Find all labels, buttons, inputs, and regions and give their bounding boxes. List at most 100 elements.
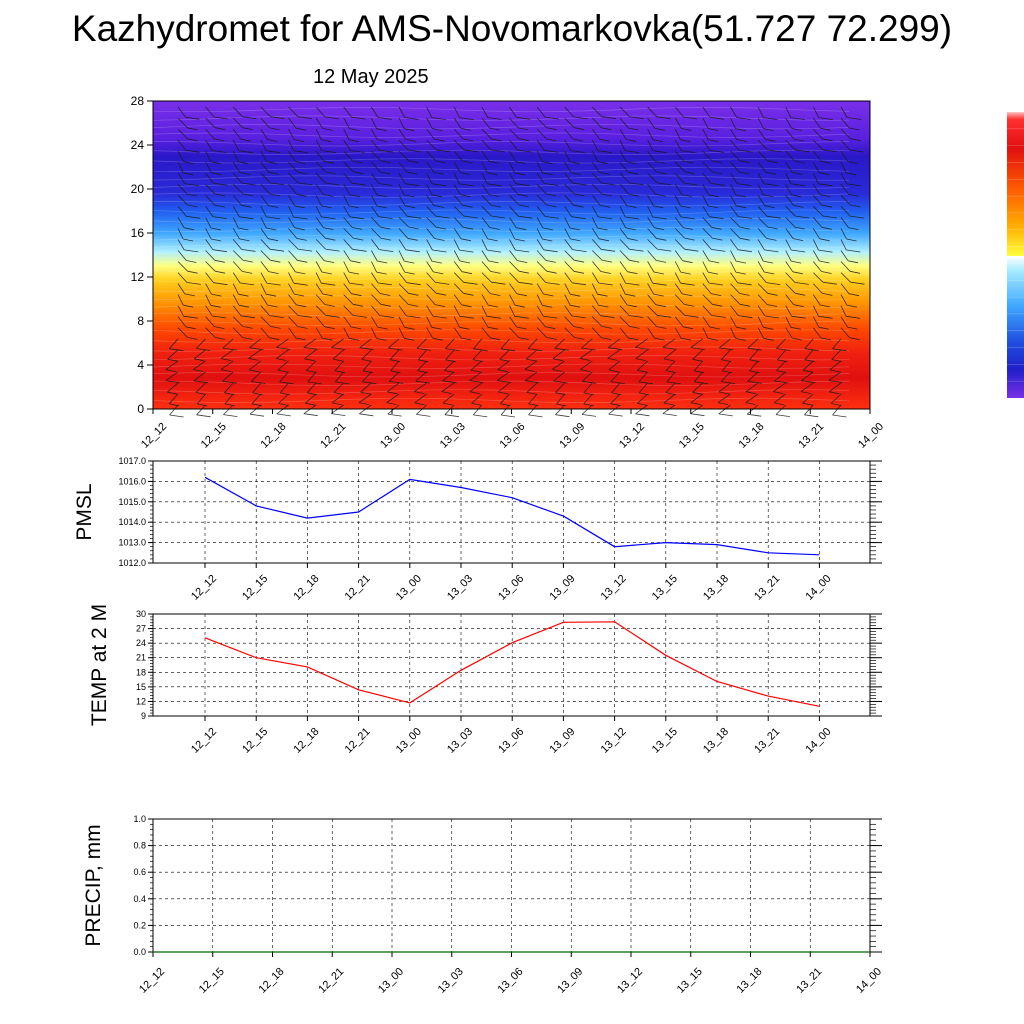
contour-line <box>152 166 850 172</box>
wind-barb <box>205 228 222 242</box>
wind-barb <box>524 371 540 384</box>
wind-barb <box>592 117 612 131</box>
wind-barb <box>564 294 581 308</box>
x-tick-label: 13_15 <box>650 573 680 603</box>
wind-barb <box>702 228 723 241</box>
wind-barb <box>398 327 415 341</box>
wind-barb <box>608 360 621 373</box>
wind-barb <box>746 404 762 417</box>
x-tick-label: 12_18 <box>257 966 287 996</box>
wind-barb <box>398 283 419 296</box>
wind-barb <box>177 128 198 142</box>
x-tick-label: 13_09 <box>557 421 587 451</box>
wind-barb <box>223 404 238 417</box>
wind-barb <box>398 272 421 286</box>
x-tick-label: 12_21 <box>343 573 373 603</box>
x-tick-label: 12_21 <box>343 726 373 756</box>
y-tick-label: 20 <box>131 182 145 196</box>
wind-barb <box>453 117 472 131</box>
y-tick-label: 1012.0 <box>118 558 146 568</box>
wind-barb <box>785 217 806 230</box>
wind-barb <box>840 128 861 142</box>
contour-line <box>152 252 850 258</box>
wind-barb <box>169 404 184 418</box>
wind-barb <box>536 139 559 153</box>
wind-barb <box>343 139 365 153</box>
wind-barb <box>785 206 810 219</box>
wind-barb <box>785 117 802 131</box>
wind-barb <box>288 128 305 142</box>
wind-barb <box>509 294 526 308</box>
pmsl-panel: 1012.0 1013.0 1014.0 1015.0 1016.0 1017.0 12_1… <box>73 456 882 603</box>
wind-barb <box>288 294 307 308</box>
wind-barb <box>692 382 704 395</box>
contour-line <box>152 141 850 147</box>
wind-barb <box>500 404 516 418</box>
wind-barb <box>840 228 857 242</box>
wind-barb <box>499 393 511 407</box>
wind-barb <box>536 327 557 340</box>
wind-barb <box>840 261 861 274</box>
wind-barb <box>757 184 774 198</box>
wind-barb <box>812 327 831 341</box>
wind-barb <box>564 261 585 274</box>
wind-barb <box>288 327 306 341</box>
wind-barb <box>426 316 442 330</box>
x-tick-label: 13_15 <box>677 421 707 451</box>
wind-barb <box>647 294 666 308</box>
y-tick-label: 1014.0 <box>118 517 146 527</box>
wind-barb <box>343 195 359 209</box>
wind-barb <box>702 272 723 286</box>
wind-barb <box>177 117 198 131</box>
wind-barb <box>426 161 444 175</box>
wind-barb <box>564 139 585 153</box>
wind-barb <box>619 283 636 297</box>
wind-barb <box>747 338 762 351</box>
wind-barb <box>315 117 333 131</box>
contour-line <box>152 243 850 249</box>
wind-barb <box>840 206 865 219</box>
wind-barb <box>426 217 447 230</box>
wind-barb <box>315 217 334 230</box>
wind-barb <box>647 117 665 131</box>
wind-barb <box>581 404 597 417</box>
wind-barb <box>674 139 696 153</box>
wind-barb <box>674 150 694 164</box>
wind-barb <box>702 139 725 153</box>
wind-barb <box>315 161 336 175</box>
wind-barb <box>398 206 422 219</box>
wind-barb <box>469 382 483 395</box>
wind-barb <box>260 305 284 318</box>
wind-barb <box>840 184 859 197</box>
y-tick-label: 24 <box>136 638 146 648</box>
wind-barb <box>371 139 394 153</box>
wind-barb <box>662 338 677 350</box>
wind-barb <box>718 382 731 395</box>
wind-barb <box>831 349 842 362</box>
wind-barb <box>757 161 777 175</box>
wind-barb <box>564 117 585 131</box>
wind-barb <box>757 239 779 253</box>
wind-barb <box>388 338 403 351</box>
wind-barb <box>177 217 195 231</box>
wind-barb <box>232 316 253 329</box>
wind-barb <box>481 139 506 153</box>
wind-barb <box>249 404 265 417</box>
wind-barb <box>840 250 859 264</box>
wind-barb <box>509 150 526 164</box>
wind-barb <box>509 139 532 153</box>
colorbar-upper <box>1007 112 1024 256</box>
wind-barb <box>371 316 388 330</box>
wind-barb <box>564 195 584 208</box>
wind-barb <box>812 228 830 242</box>
wind-barb <box>276 349 289 361</box>
wind-barb <box>840 272 865 285</box>
wind-barb <box>260 139 281 154</box>
y-tick-label: 1013.0 <box>118 538 146 548</box>
wind-barb <box>304 393 317 406</box>
wind-barb <box>619 239 644 252</box>
contour-line <box>152 372 850 378</box>
wind-barb <box>775 404 790 417</box>
wind-barb <box>362 371 377 385</box>
wind-barb <box>205 172 228 186</box>
